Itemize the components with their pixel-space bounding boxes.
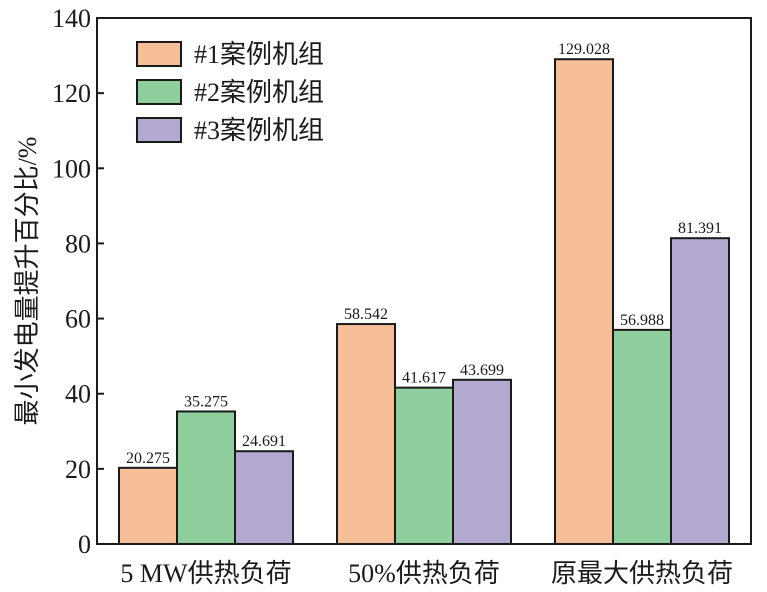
x-category-label: 50%供热负荷 (348, 559, 500, 588)
y-tick-label: 100 (52, 154, 91, 183)
legend-swatch (136, 41, 182, 67)
bar-value-label: 81.391 (678, 220, 722, 237)
bar (394, 386, 454, 545)
bar (118, 466, 178, 545)
bars-layer (118, 58, 730, 546)
bar-value-label: 43.699 (460, 362, 504, 379)
legend: #1案例机组 #2案例机组 #3案例机组 (136, 40, 324, 145)
y-tick-label: 60 (65, 305, 91, 334)
legend-swatch (136, 79, 182, 105)
bar-value-label: 24.691 (242, 433, 286, 450)
bar-value-label: 56.988 (620, 312, 664, 329)
y-tick-label: 80 (65, 229, 91, 258)
data-labels-layer: 20.275 35.275 24.691 58.542 41.617 43.699 129.… (126, 41, 722, 467)
bar (554, 58, 614, 546)
x-category-label: 5 MW供热负荷 (120, 559, 291, 588)
bar-value-label: 41.617 (402, 370, 446, 387)
bar-value-label: 58.542 (344, 306, 388, 323)
legend-label: #3案例机组 (194, 116, 324, 145)
y-axis-title: 最小发电量提升百分比/% (13, 137, 42, 426)
y-tick-label: 20 (65, 455, 91, 484)
bar (612, 328, 672, 545)
legend-swatch (136, 117, 182, 143)
bar (234, 450, 294, 546)
bar (176, 410, 236, 546)
y-tick-label: 40 (65, 380, 91, 409)
bar-value-label: 20.275 (126, 450, 170, 467)
bar (452, 378, 512, 545)
legend-label: #2案例机组 (194, 78, 324, 107)
bar-value-label: 129.028 (558, 41, 610, 58)
bar (336, 323, 396, 545)
category-labels-layer: 5 MW供热负荷 50%供热负荷 原最大供热负荷 (120, 559, 733, 588)
bar-value-label: 35.275 (184, 393, 228, 410)
y-tick-label: 140 (52, 4, 91, 33)
y-tick-label: 120 (52, 79, 91, 108)
y-axis-ticks: 0 20 40 60 80 100 120 140 (52, 4, 104, 559)
plot-frame (96, 17, 752, 545)
bar (670, 237, 730, 545)
legend-label: #1案例机组 (194, 40, 324, 69)
y-tick-label: 0 (78, 530, 91, 559)
x-category-label: 原最大供热负荷 (551, 559, 733, 588)
